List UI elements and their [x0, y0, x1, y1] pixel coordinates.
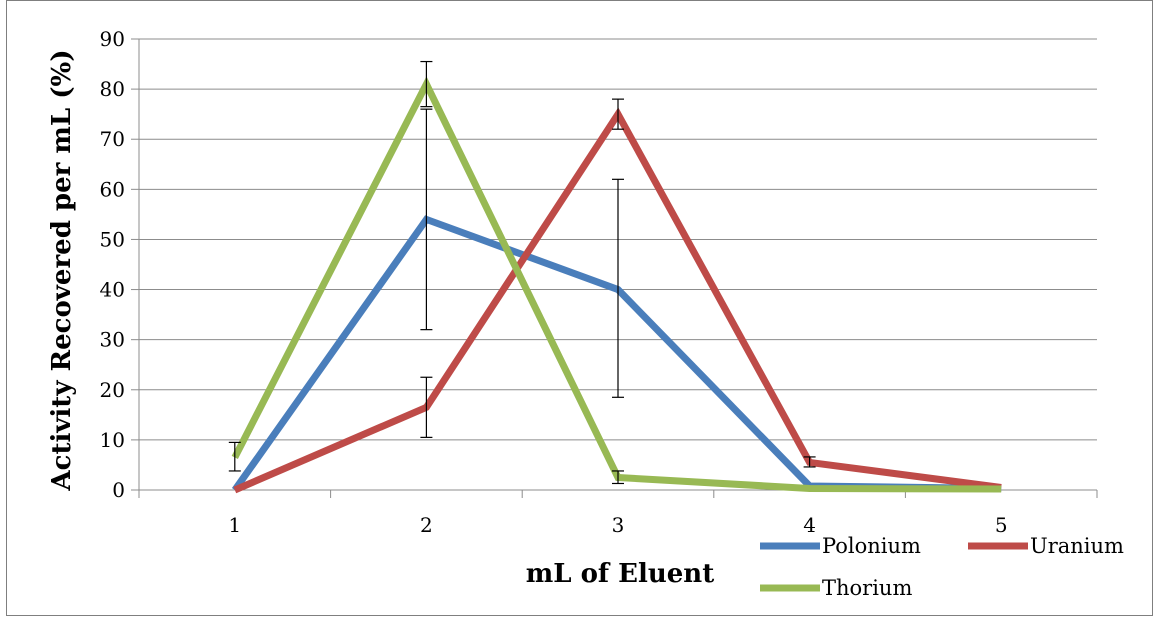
- x-tick-label: 2: [420, 513, 433, 537]
- error-bar-thorium: [228, 441, 241, 472]
- y-tick-label: 40: [100, 278, 125, 302]
- legend-label-thorium: Thorium: [822, 576, 912, 600]
- x-tick-label: 4: [803, 513, 816, 537]
- y-tick-label: 90: [100, 27, 125, 51]
- x-axis-title: mL of Eluent: [526, 559, 714, 589]
- legend-item-thorium: Thorium: [760, 576, 912, 600]
- legend: Polonium Uranium Thorium: [760, 534, 1124, 600]
- y-tick-label: 0: [112, 478, 125, 502]
- y-tick-label: 80: [100, 77, 125, 101]
- error-bar-thorium: [612, 470, 624, 485]
- y-tick-label: 70: [100, 127, 125, 151]
- error-bar-polonium: [420, 108, 433, 331]
- legend-item-polonium: Polonium: [760, 534, 921, 558]
- y-tick-label: 10: [100, 428, 125, 452]
- tick-labels: 0 10 20 30 40 50 60 70 80 90 1 2 3 4 5: [100, 27, 1008, 537]
- error-bar-polonium: [612, 178, 624, 398]
- error-bar-thorium: [420, 60, 433, 108]
- y-tick-label: 50: [100, 227, 125, 251]
- error-bars: [228, 60, 816, 485]
- chart-frame: [6, 0, 1153, 616]
- error-bar-uranium: [420, 376, 433, 438]
- x-tick-label: 5: [995, 513, 1008, 537]
- legend-item-uranium: Uranium: [968, 534, 1124, 558]
- x-tick-label: 3: [612, 513, 625, 537]
- y-tick-label: 30: [100, 328, 125, 352]
- legend-label-uranium: Uranium: [1030, 534, 1124, 558]
- x-tick-label: 1: [228, 513, 241, 537]
- legend-label-polonium: Polonium: [822, 534, 921, 558]
- y-tick-label: 60: [100, 177, 125, 201]
- error-bar-uranium: [612, 98, 624, 130]
- error-bar-uranium: [803, 456, 816, 468]
- y-axis-title: Activity Recovered per mL (%): [47, 49, 77, 491]
- y-tick-label: 20: [100, 378, 125, 402]
